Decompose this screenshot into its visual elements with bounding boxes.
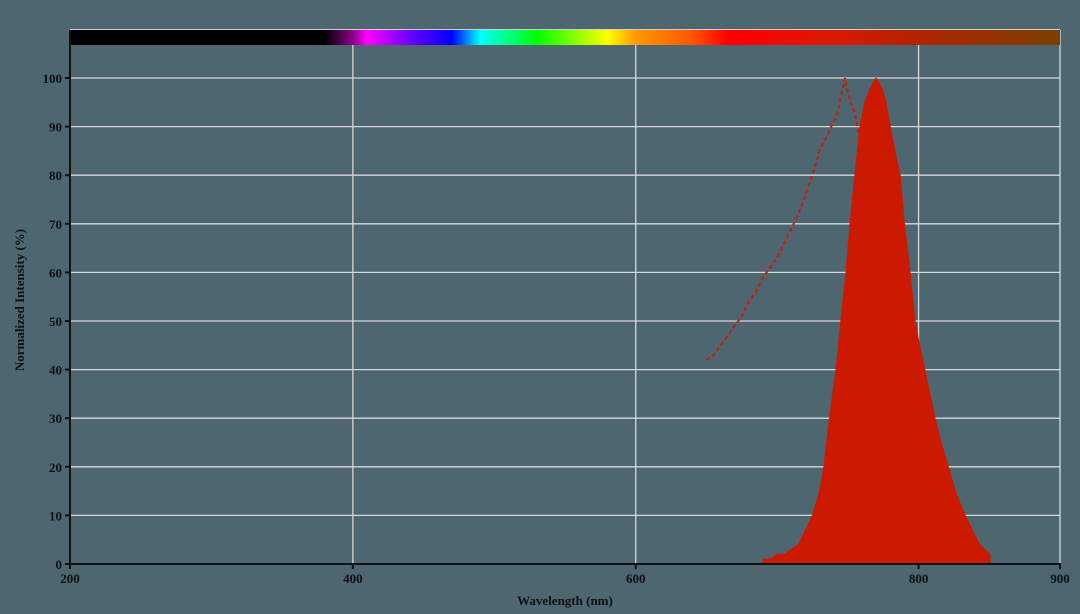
y-tick-label: 0 bbox=[56, 557, 63, 572]
y-tick-label: 80 bbox=[49, 168, 62, 183]
x-tick-label: 600 bbox=[626, 571, 646, 586]
series-layer bbox=[705, 77, 991, 565]
x-tick-label: 800 bbox=[909, 571, 929, 586]
y-tick-label: 90 bbox=[49, 120, 62, 135]
y-tick-label: 40 bbox=[49, 363, 62, 378]
y-tick-label: 50 bbox=[49, 314, 62, 329]
y-axis-ticks: 0 10 20 30 40 50 60 70 80 90 100 bbox=[43, 71, 70, 572]
x-tick-label: 200 bbox=[60, 571, 80, 586]
x-axis-ticks: 200 400 600 800 900 bbox=[60, 564, 1070, 586]
x-tick-label: 400 bbox=[343, 571, 363, 586]
y-axis-title: Normalized Intensity (%) bbox=[12, 229, 27, 371]
axes bbox=[69, 30, 1061, 565]
y-tick-label: 10 bbox=[49, 508, 62, 523]
grid-lines bbox=[70, 30, 1061, 564]
y-tick-label: 60 bbox=[49, 265, 62, 280]
x-tick-label: 900 bbox=[1050, 571, 1070, 586]
y-tick-label: 30 bbox=[49, 411, 62, 426]
y-tick-label: 20 bbox=[49, 460, 62, 475]
emission-area bbox=[762, 77, 991, 565]
x-axis-title: Wavelength (nm) bbox=[517, 593, 613, 608]
color-spectrum-bar bbox=[70, 30, 1060, 45]
y-tick-label: 100 bbox=[43, 71, 63, 86]
y-tick-label: 70 bbox=[49, 217, 62, 232]
